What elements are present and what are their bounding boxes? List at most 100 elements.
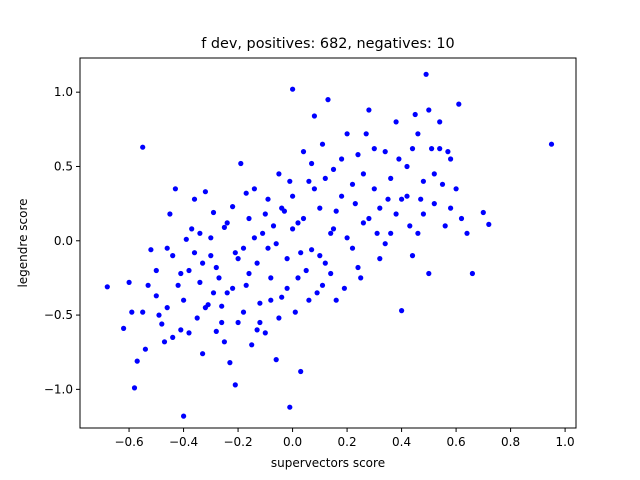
data-point [325, 97, 331, 103]
data-point [161, 339, 168, 345]
data-point [194, 315, 200, 321]
data-point [232, 382, 238, 388]
data-point [268, 297, 274, 303]
data-point [314, 290, 320, 296]
data-point [197, 279, 203, 285]
data-point [178, 327, 184, 333]
data-point [431, 201, 437, 207]
data-point [276, 171, 282, 177]
data-point [442, 223, 448, 229]
data-point [349, 181, 356, 187]
data-point [420, 211, 426, 217]
data-point [344, 131, 350, 137]
data-point [251, 235, 257, 241]
data-point [445, 149, 451, 155]
data-point [235, 319, 241, 326]
data-point [238, 160, 244, 167]
data-point [279, 205, 285, 211]
data-point [235, 256, 241, 262]
data-point [240, 245, 247, 251]
data-point [262, 211, 268, 217]
data-point [404, 163, 410, 170]
plot-frame [79, 57, 577, 429]
data-point [412, 111, 418, 118]
data-point [374, 230, 380, 236]
data-point [328, 230, 334, 236]
data-point [448, 156, 454, 162]
data-point [360, 171, 366, 177]
x-tick-label: −0.4 [169, 435, 198, 449]
data-point [311, 186, 317, 192]
data-point [330, 166, 337, 172]
data-point [358, 275, 364, 281]
data-point [208, 253, 214, 259]
data-point [317, 253, 323, 259]
data-point [219, 303, 225, 309]
data-point [227, 360, 233, 366]
data-point [328, 270, 334, 277]
data-point [189, 226, 195, 232]
data-point [219, 319, 225, 326]
data-point [224, 290, 230, 296]
data-point [153, 293, 159, 299]
data-point [186, 267, 192, 274]
data-point [309, 160, 315, 167]
data-point [300, 149, 307, 155]
data-point [254, 327, 260, 333]
data-point [224, 220, 230, 226]
data-point [156, 312, 162, 318]
data-point [191, 250, 198, 256]
data-point [216, 275, 222, 281]
data-point [257, 300, 263, 306]
data-point [202, 189, 208, 195]
data-point [208, 235, 214, 241]
data-point [418, 196, 424, 202]
data-point [172, 186, 178, 192]
data-point [298, 250, 304, 256]
y-axis-ticks: −1.0 −0.5 0.0 0.5 1.0 [44, 85, 80, 396]
data-point [243, 190, 249, 196]
data-point [213, 264, 219, 271]
data-point [181, 297, 187, 303]
x-tick-label: 0.2 [338, 435, 357, 449]
data-point [382, 149, 388, 155]
data-point [344, 235, 350, 241]
data-point [404, 193, 410, 199]
data-point [104, 284, 110, 290]
data-point [309, 247, 315, 253]
y-tick-label: 1.0 [54, 85, 73, 99]
data-point [273, 357, 279, 363]
data-point [290, 86, 296, 92]
data-point [377, 205, 383, 211]
data-point [197, 230, 203, 236]
data-point [276, 315, 282, 321]
data-point [382, 241, 388, 247]
data-point [333, 208, 339, 214]
data-point [257, 319, 263, 326]
data-point [352, 201, 358, 207]
data-point [431, 171, 437, 177]
data-point [170, 334, 176, 340]
data-point [339, 193, 345, 199]
chart-title: f dev, positives: 682, negatives: 10 [201, 36, 454, 52]
y-tick-label: −1.0 [44, 382, 73, 396]
data-point [164, 245, 170, 251]
data-point [393, 211, 399, 217]
data-point [377, 256, 383, 262]
data-point [388, 230, 394, 236]
data-point [140, 144, 146, 150]
data-point [240, 309, 247, 315]
data-point [284, 285, 290, 291]
data-point [322, 175, 328, 181]
data-point [464, 230, 470, 236]
data-point [322, 260, 328, 266]
data-point [170, 253, 176, 259]
data-point [284, 256, 290, 262]
data-point [453, 186, 459, 192]
data-point [306, 297, 312, 303]
data-point [295, 275, 301, 281]
data-point [311, 113, 317, 119]
data-point [385, 196, 391, 202]
data-point [339, 156, 345, 162]
data-point [186, 330, 192, 336]
